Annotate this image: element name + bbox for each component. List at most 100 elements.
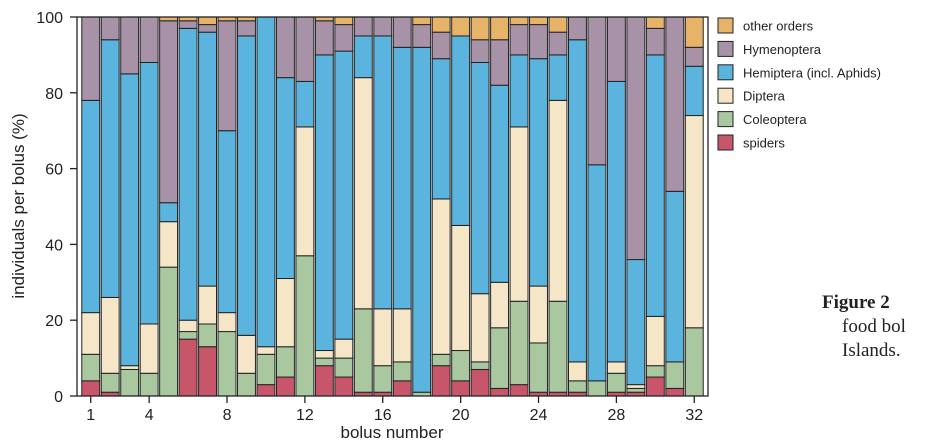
bar-segment-5-s3: [159, 202, 179, 223]
bar-segment-32-s4: [684, 46, 704, 67]
bar-segment-18-s3: [412, 46, 432, 393]
bar-segment-9-s4: [237, 20, 256, 37]
bar-segment-22-s1: [490, 327, 510, 389]
bar-segment-29-s1: [626, 387, 646, 393]
bar-segment-23-s4: [509, 24, 529, 56]
bar-segment-24-s3: [529, 58, 548, 287]
y-axis-label: individuals per bolus (%): [9, 113, 28, 298]
bar-segment-2-s2: [100, 296, 120, 374]
bar-segment-23-s0: [509, 384, 529, 397]
bar-segment-16-s4: [373, 16, 393, 37]
bar-segment-25-s5: [548, 16, 568, 33]
x-tick-label-1: 1: [86, 407, 95, 424]
bar-segment-31-s0: [665, 387, 685, 397]
bar-segment-18-s5: [412, 16, 432, 26]
x-tick-label-32: 32: [685, 407, 703, 424]
bar-segment-30-s1: [645, 365, 665, 378]
bar-segment-3-s4: [120, 16, 140, 75]
bar-segment-7-s3: [198, 31, 217, 287]
bar-segment-3-s3: [120, 73, 140, 367]
caption-line-3: Islands.: [842, 340, 901, 361]
bar-segment-9-s2: [237, 334, 256, 374]
caption-label: Figure 2: [822, 292, 890, 313]
bar-segment-16-s2: [373, 308, 393, 367]
bar-segment-28-s2: [606, 361, 626, 374]
bar-segment-23-s2: [509, 126, 529, 302]
bar-segment-5-s2: [159, 221, 179, 268]
bar-segment-6-s1: [178, 331, 198, 340]
x-tick-label-16: 16: [374, 407, 392, 424]
bar-segment-13-s4: [314, 20, 334, 56]
bar-segment-9-s1: [237, 372, 256, 397]
bar-segment-8-s3: [217, 130, 237, 314]
bar-segment-17-s1: [392, 361, 412, 382]
bar-segment-27-s1: [587, 380, 607, 397]
bar-segment-17-s3: [392, 46, 412, 310]
bar-segment-20-s3: [451, 35, 471, 226]
caption-line-2: food bol: [842, 316, 906, 337]
bar-segment-2-s3: [100, 39, 120, 298]
bar-segment-15-s2: [353, 77, 373, 310]
bar-segment-26-s1: [568, 380, 587, 393]
bar-segment-4-s2: [139, 323, 159, 374]
bar-segment-11-s3: [275, 77, 295, 280]
bar-segment-7-s4: [198, 24, 217, 33]
bar-segment-24-s1: [529, 342, 548, 393]
bar-segment-14-s5: [334, 16, 354, 26]
bar-segment-22-s4: [490, 39, 510, 86]
bar-segment-14-s4: [334, 24, 354, 52]
bar-segment-19-s4: [431, 31, 451, 60]
bar-segment-1-s3: [81, 99, 101, 314]
bars-layer: [81, 16, 704, 397]
bar-segment-23-s5: [509, 16, 529, 26]
bar-segment-29-s3: [626, 259, 646, 386]
bar-segment-19-s0: [431, 365, 451, 397]
bar-segment-14-s2: [334, 338, 354, 359]
bar-segment-10-s1: [256, 353, 276, 386]
bar-segment-15-s3: [353, 35, 373, 79]
x-axis-label: bolus number: [340, 423, 443, 442]
bar-segment-10-s3: [256, 16, 276, 348]
bar-segment-26-s2: [568, 361, 587, 382]
bar-segment-4-s4: [139, 16, 159, 63]
figure-caption: Figure 2 food bol Islands.: [822, 291, 929, 363]
bar-segment-20-s5: [451, 16, 471, 37]
bar-segment-11-s1: [275, 346, 295, 378]
bar-segment-30-s3: [645, 54, 665, 317]
bar-segment-13-s1: [314, 357, 334, 367]
bar-segment-18-s4: [412, 24, 432, 48]
bar-segment-5-s1: [159, 266, 179, 397]
bar-segment-19-s3: [431, 58, 451, 200]
bar-segment-16-s3: [373, 35, 393, 310]
bar-segment-10-s0: [256, 384, 276, 397]
bar-segment-31-s4: [665, 16, 685, 192]
bar-segment-7-s1: [198, 323, 217, 348]
bar-segment-22-s3: [490, 84, 510, 283]
legend-label-other-orders: other orders: [743, 19, 814, 34]
bar-segment-3-s1: [120, 368, 140, 397]
bar-segment-1-s2: [81, 312, 101, 355]
bar-segment-7-s2: [198, 285, 217, 325]
y-tick-label-20: 20: [45, 313, 63, 330]
bar-segment-32-s5: [684, 16, 704, 48]
bar-segment-5-s4: [159, 20, 179, 204]
bar-segment-13-s0: [314, 365, 334, 397]
bar-segment-32-s3: [684, 65, 704, 117]
bar-segment-21-s0: [470, 368, 490, 397]
bar-segment-24-s2: [529, 285, 548, 344]
bar-segment-6-s3: [178, 27, 198, 321]
bar-segment-1-s1: [81, 353, 101, 382]
bar-segment-4-s1: [139, 372, 159, 397]
bar-segment-22-s0: [490, 387, 510, 397]
bar-segment-12-s4: [295, 16, 315, 82]
bar-segment-12-s1: [295, 255, 315, 397]
bar-segment-28-s4: [606, 16, 626, 82]
bar-segment-21-s4: [470, 39, 490, 63]
bar-segment-26-s4: [568, 16, 587, 41]
legend-label-hemiptera-incl-aphids: Hemiptera (incl. Aphids): [743, 65, 881, 80]
legend-swatch-hymenoptera: [717, 40, 734, 57]
bar-segment-16-s1: [373, 365, 393, 393]
bar-segment-22-s2: [490, 281, 510, 329]
y-tick-label-0: 0: [54, 389, 63, 406]
y-tick-label-80: 80: [45, 86, 63, 103]
